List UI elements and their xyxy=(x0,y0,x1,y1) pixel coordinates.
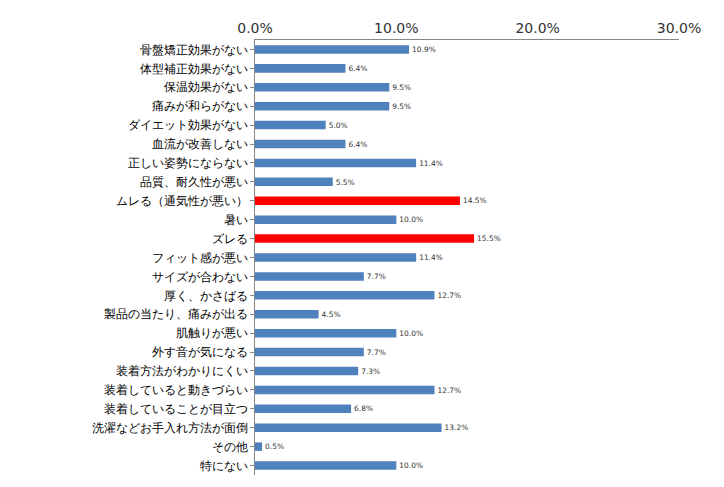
svg-text:5.5%: 5.5% xyxy=(336,178,355,187)
svg-text:6.8%: 6.8% xyxy=(354,404,373,413)
svg-text:痛みが和らがない: 痛みが和らがない xyxy=(152,99,248,113)
svg-text:11.4%: 11.4% xyxy=(419,159,443,168)
svg-text:6.4%: 6.4% xyxy=(348,140,367,149)
svg-text:7.7%: 7.7% xyxy=(367,348,386,357)
svg-text:外す音が気になる: 外す音が気になる xyxy=(152,345,248,359)
svg-text:11.4%: 11.4% xyxy=(419,253,443,262)
svg-text:ムレる（通気性が悪い）: ムレる（通気性が悪い） xyxy=(116,194,248,208)
svg-text:装着方法がわかりにくい: 装着方法がわかりにくい xyxy=(116,364,248,378)
svg-text:保温効果がない: 保温効果がない xyxy=(164,80,248,94)
svg-text:7.7%: 7.7% xyxy=(367,272,386,281)
svg-text:体型補正効果がない: 体型補正効果がない xyxy=(140,62,248,76)
svg-text:10.0%: 10.0% xyxy=(399,329,423,338)
svg-text:サイズが合わない: サイズが合わない xyxy=(152,270,248,284)
svg-text:10.0%: 10.0% xyxy=(399,215,423,224)
svg-text:装着していると動きづらい: 装着していると動きづらい xyxy=(104,383,248,397)
svg-text:30.0%: 30.0% xyxy=(657,20,701,36)
svg-text:0.5%: 0.5% xyxy=(265,442,284,451)
svg-text:13.2%: 13.2% xyxy=(445,423,469,432)
svg-text:特にない: 特にない xyxy=(200,459,248,473)
svg-text:厚く、かさばる: 厚く、かさばる xyxy=(164,289,248,303)
svg-text:血流が改善しない: 血流が改善しない xyxy=(152,137,248,151)
svg-text:洗濯などお手入れ方法が面倒: 洗濯などお手入れ方法が面倒 xyxy=(92,421,248,435)
svg-text:14.5%: 14.5% xyxy=(463,196,487,205)
svg-text:10.0%: 10.0% xyxy=(374,20,418,36)
svg-text:4.5%: 4.5% xyxy=(322,310,341,319)
svg-text:0.0%: 0.0% xyxy=(237,20,273,36)
svg-text:肌触りが悪い: 肌触りが悪い xyxy=(176,326,248,340)
svg-text:暑い: 暑い xyxy=(224,213,248,227)
svg-text:ズレる: ズレる xyxy=(212,232,248,246)
svg-text:20.0%: 20.0% xyxy=(515,20,559,36)
svg-text:7.3%: 7.3% xyxy=(361,367,380,376)
svg-text:5.0%: 5.0% xyxy=(329,121,348,130)
svg-text:12.7%: 12.7% xyxy=(437,291,461,300)
svg-text:12.7%: 12.7% xyxy=(437,386,461,395)
svg-text:10.9%: 10.9% xyxy=(412,45,436,54)
svg-text:6.4%: 6.4% xyxy=(348,64,367,73)
svg-text:骨盤矯正効果がない: 骨盤矯正効果がない xyxy=(140,43,248,57)
svg-text:フィット感が悪い: フィット感が悪い xyxy=(152,251,248,265)
svg-text:15.5%: 15.5% xyxy=(477,234,501,243)
svg-text:10.0%: 10.0% xyxy=(399,461,423,470)
svg-text:その他: その他 xyxy=(212,440,248,454)
svg-text:装着していることが目立つ: 装着していることが目立つ xyxy=(104,402,248,416)
svg-text:正しい姿勢にならない: 正しい姿勢にならない xyxy=(128,156,248,170)
svg-text:9.5%: 9.5% xyxy=(392,83,411,92)
svg-text:品質、耐久性が悪い: 品質、耐久性が悪い xyxy=(140,175,248,189)
svg-text:9.5%: 9.5% xyxy=(392,102,411,111)
svg-text:製品の当たり、痛みが出る: 製品の当たり、痛みが出る xyxy=(104,307,248,321)
svg-text:ダイエット効果がない: ダイエット効果がない xyxy=(128,118,248,132)
